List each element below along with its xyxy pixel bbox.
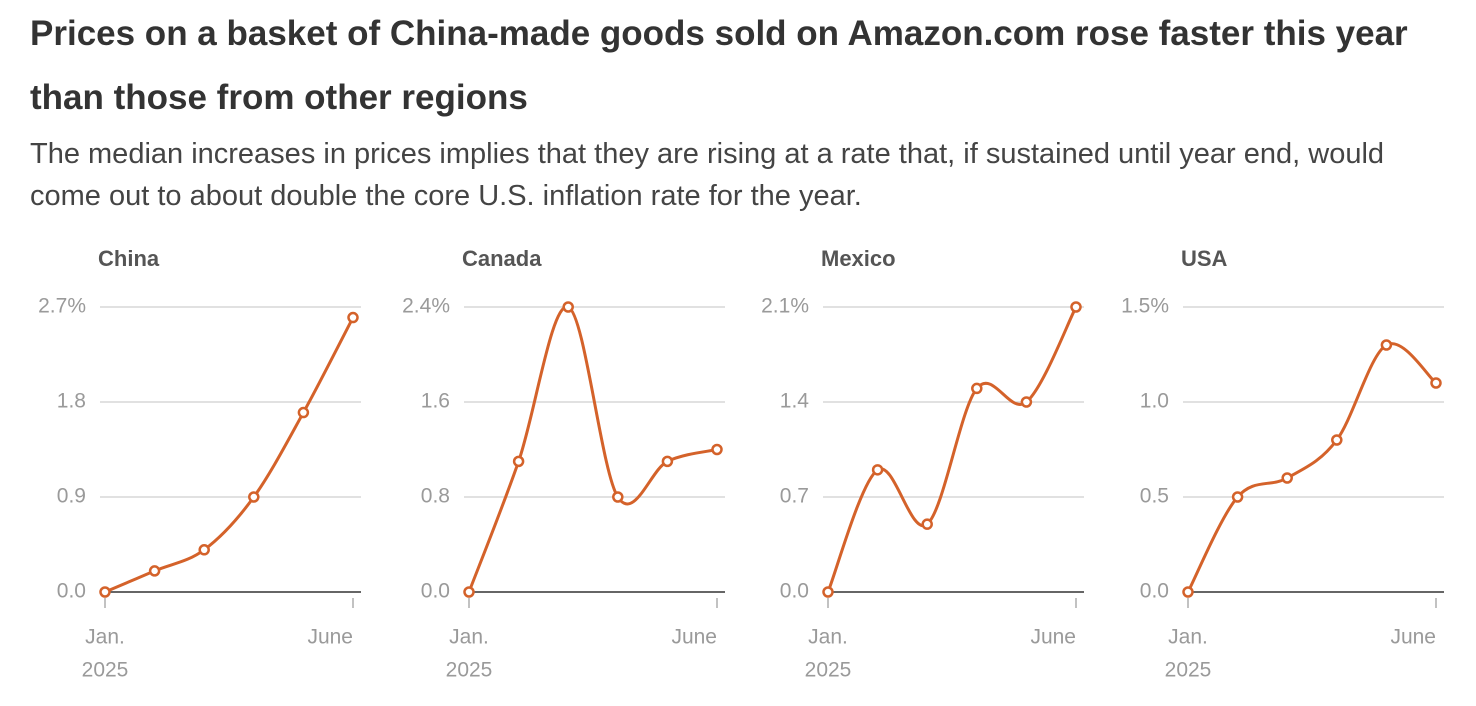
y-tick-label: 2.1% [761,295,809,318]
point [1380,339,1393,351]
panel-title: Canada [462,246,542,271]
y-tick-label: 1.8 [57,390,86,413]
y-tick-label: 2.7% [38,295,86,318]
x-tick-label: Jan. [808,626,848,649]
panel-title: USA [1181,246,1228,271]
line [826,306,1078,593]
point [248,491,260,503]
line [104,316,355,594]
x-tick-label: June [671,626,717,649]
line [1186,342,1438,593]
point [661,455,674,468]
point [1182,586,1194,598]
point [297,406,310,419]
point [148,565,161,577]
y-tick-label: 0.5 [1140,485,1169,508]
point [871,464,884,476]
line [467,305,718,593]
x-year-label: 2025 [805,659,852,682]
y-tick-label: 0.0 [57,580,86,603]
point [822,586,834,598]
y-tick-label: 1.5% [1121,295,1169,318]
x-year-label: 2025 [1165,659,1212,682]
x-tick-label: Jan. [85,626,125,649]
point [1281,472,1293,484]
y-tick-label: 1.6 [421,390,450,413]
y-tick-label: 0.0 [421,580,450,603]
point [1231,491,1244,503]
point [99,586,111,598]
x-year-label: 2025 [82,659,129,682]
point [512,455,525,468]
x-tick-label: June [1030,626,1076,649]
x-tick-label: June [307,626,353,649]
x-tick-label: June [1390,626,1436,649]
subtitle: The median increases in prices implies t… [30,138,1385,212]
y-tick-label: 0.8 [421,485,450,508]
point [198,544,210,556]
y-tick-label: 0.0 [780,580,809,603]
y-tick-label: 0.7 [780,485,809,508]
point [1070,301,1082,313]
point [612,491,624,503]
point [347,311,359,324]
point [921,518,933,530]
y-tick-label: 2.4% [402,295,450,318]
panel-title: China [98,246,160,271]
point [1331,434,1343,446]
point [971,382,983,395]
point [1430,377,1442,389]
point [562,301,574,313]
y-tick-label: 1.4 [780,390,810,413]
x-tick-label: Jan. [449,626,489,649]
point [711,443,723,456]
point [463,586,475,598]
x-year-label: 2025 [446,659,493,682]
title: Prices on a basket of China-made goods s… [30,14,1408,117]
y-tick-label: 0.0 [1140,580,1169,603]
point [1020,396,1033,408]
y-tick-label: 0.9 [57,485,86,508]
panel-title: Mexico [821,246,896,271]
y-tick-label: 1.0 [1140,390,1169,413]
x-tick-label: Jan. [1168,626,1208,649]
